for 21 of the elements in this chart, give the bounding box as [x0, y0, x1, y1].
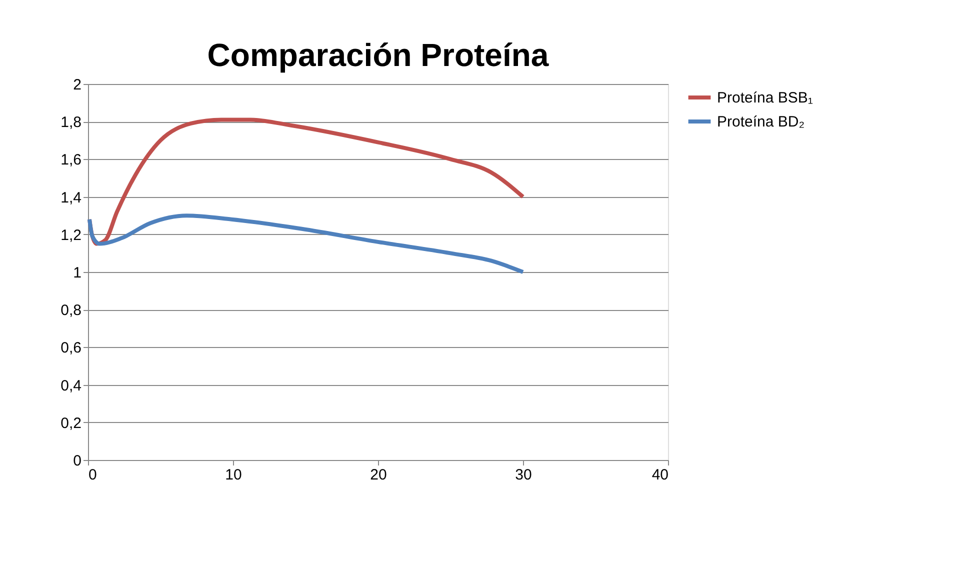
x-tick-label: 0: [88, 466, 97, 484]
x-tick-label: 10: [225, 466, 242, 484]
x-tick-label: 30: [515, 466, 532, 484]
y-tick-label: 1,4: [60, 189, 82, 206]
y-tick-label: 2: [73, 76, 82, 94]
y-tick-label: 0: [73, 452, 82, 470]
legend-label: Proteína BSB₁: [717, 90, 813, 106]
line-series: [87, 118, 525, 246]
x-tick-label: 40: [652, 466, 668, 484]
x-tick-label: 20: [370, 466, 387, 484]
y-tick-label: 1,2: [60, 226, 82, 244]
legend-label: Proteína BD₂: [717, 114, 805, 130]
y-tick-label: 1: [73, 264, 82, 282]
y-tick-label: 0,8: [60, 302, 82, 320]
y-tick-label: 1,8: [60, 114, 82, 132]
y-tick-label: 1,6: [60, 152, 82, 169]
y-tick-label: 0,6: [60, 340, 82, 357]
chart-title: Comparación Proteína: [207, 37, 549, 73]
line-series: [87, 214, 525, 274]
y-tick-label: 0,4: [60, 377, 82, 394]
y-tick-label: 0,2: [60, 414, 82, 432]
